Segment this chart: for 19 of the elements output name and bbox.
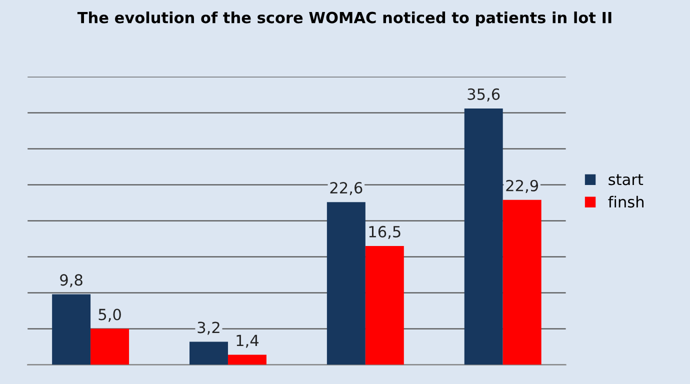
bar — [90, 328, 130, 365]
data-label: 35,6 — [468, 88, 500, 102]
data-label: 3,2 — [198, 322, 220, 335]
data-label: 9,8 — [60, 274, 82, 288]
bar — [365, 246, 404, 365]
legend-label: finsh — [608, 196, 644, 208]
bar — [502, 200, 542, 365]
data-label: 1,4 — [236, 334, 259, 348]
data-label: 16,5 — [369, 226, 400, 240]
bar — [228, 354, 266, 365]
bar — [326, 202, 366, 365]
data-label: 22,9 — [506, 180, 538, 193]
bar — [464, 108, 503, 365]
data-label: 22,6 — [330, 182, 362, 196]
bar — [52, 294, 91, 365]
bar — [190, 342, 228, 365]
data-label: 5,0 — [98, 308, 121, 322]
legend-label: start — [608, 174, 644, 186]
chart-title: The evolution of the score WOMAC noticed to patients in lot II — [77, 12, 612, 26]
